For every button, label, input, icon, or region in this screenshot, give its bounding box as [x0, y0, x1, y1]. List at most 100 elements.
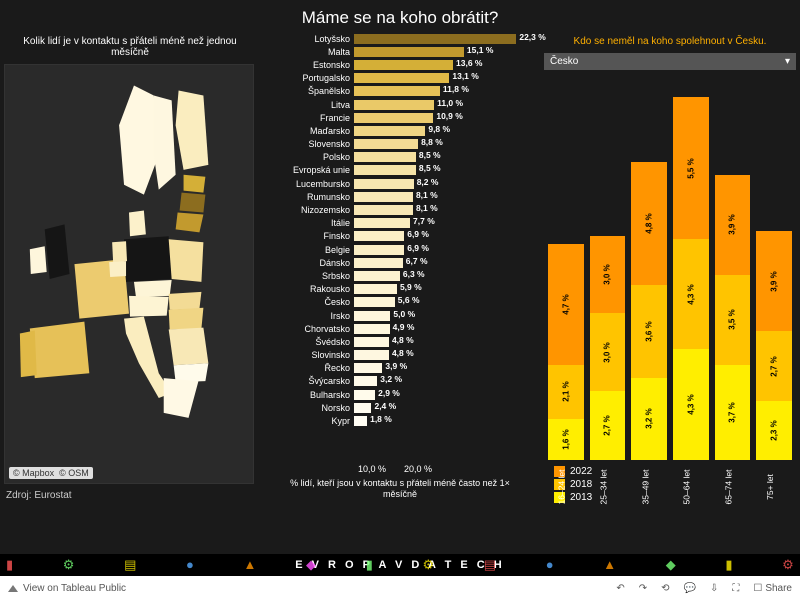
hbar-row[interactable]: Polsko8,5 %: [264, 151, 536, 164]
hbar-row[interactable]: Lucembursko 8,2 %: [264, 177, 536, 190]
hbar-label: Švýcarsko: [264, 376, 354, 386]
dropdown-value: Česko: [550, 56, 578, 67]
stacked-category-label: 50–64 let: [682, 470, 700, 505]
footer-deco-icon: ●: [546, 557, 554, 573]
legend-item[interactable]: 2018: [554, 479, 796, 490]
stacked-bar[interactable]: 3,7 %3,5 %3,9 %: [715, 76, 751, 460]
hbar-value: 5,6 %: [398, 295, 420, 305]
hbar-row[interactable]: Malta 15,1 %: [264, 45, 536, 58]
hbar-row[interactable]: Portugalsko13,1 %: [264, 72, 536, 85]
hbar-row[interactable]: Estonsko13,6 %: [264, 58, 536, 71]
hbar-row[interactable]: Řecko3,9 %: [264, 362, 536, 375]
country-hungary[interactable]: [169, 308, 204, 330]
hbar-value: 2,4 %: [374, 401, 396, 411]
hbar-value: 15,1 %: [467, 45, 493, 55]
stacked-bar-chart[interactable]: 1,6 %2,1 %4,7 %2,7 %3,0 %3,0 %3,2 %3,6 %…: [544, 76, 796, 460]
country-dk[interactable]: [129, 211, 146, 237]
share-button[interactable]: ☐ Share: [753, 583, 792, 594]
hbar-row[interactable]: Irsko5,0 %: [264, 309, 536, 322]
country-dropdown[interactable]: Česko ▾: [544, 53, 796, 70]
europe-map[interactable]: © Mapbox © OSM: [4, 64, 254, 484]
hbar-row[interactable]: Švýcarsko3,2 %: [264, 375, 536, 388]
country-romania[interactable]: [169, 328, 209, 366]
legend-item[interactable]: 2022: [554, 466, 796, 477]
stacked-bar[interactable]: 2,7 %3,0 %3,0 %: [590, 76, 626, 460]
hbar-label: Maďarsko: [264, 126, 354, 136]
stacked-category-label: 16–24 let: [557, 470, 575, 505]
hbar-label: Malta: [264, 47, 354, 57]
country-slovakia[interactable]: [169, 292, 202, 310]
hbar-label: Belgie: [264, 245, 354, 255]
footer-deco-icon: ▲: [244, 557, 257, 573]
hbar-label: Řecko: [264, 363, 354, 373]
country-estonia[interactable]: [184, 175, 206, 193]
hbar-row[interactable]: Bulharsko2,9 %: [264, 388, 536, 401]
country-portugal[interactable]: [20, 331, 37, 378]
hbar-row[interactable]: Maďarsko9,8 %: [264, 124, 536, 137]
hbar-row[interactable]: Rakousko5,9 %: [264, 283, 536, 296]
tableau-toolbar: View on Tableau Public ↶ ↷ ⟲ 💬 ⇩ ⛶ ☐ Sha…: [0, 576, 800, 600]
country-bulgaria[interactable]: [174, 363, 209, 382]
hbar-row[interactable]: Švédsko4,8 %: [264, 335, 536, 348]
hbar-row[interactable]: Srbsko6,3 %: [264, 269, 536, 282]
country-czech[interactable]: [134, 280, 172, 297]
hbar-row[interactable]: Finsko6,9 %: [264, 230, 536, 243]
hbar-label: Srbsko: [264, 271, 354, 281]
hbar-row[interactable]: Dánsko6,7 %: [264, 256, 536, 269]
redo-icon[interactable]: ↷: [639, 583, 647, 594]
hbar-row[interactable]: Evropská unie8,5 %: [264, 164, 536, 177]
country-latvia[interactable]: [180, 193, 206, 213]
hbar-value: 8,2 %: [417, 177, 439, 187]
stacked-bar[interactable]: 1,6 %2,1 %4,7 %: [548, 76, 584, 460]
hbar-value: 8,5 %: [419, 150, 441, 160]
legend-item[interactable]: 2013: [554, 492, 796, 503]
hbar-row[interactable]: Chorvatsko4,9 %: [264, 322, 536, 335]
hbar-label: Česko: [264, 297, 354, 307]
hbar-row[interactable]: Itálie7,7 %: [264, 217, 536, 230]
hbar-row[interactable]: Česko 5,6 %: [264, 296, 536, 309]
hbar-label: Finsko: [264, 231, 354, 241]
hbar-row[interactable]: Rumunsko8,1 %: [264, 190, 536, 203]
hbar-row[interactable]: Španělsko11,8 %: [264, 85, 536, 98]
country-be[interactable]: [109, 261, 126, 277]
country-ireland[interactable]: [30, 246, 47, 274]
hbar-row[interactable]: Nizozemsko8,1 %: [264, 203, 536, 216]
undo-icon[interactable]: ↶: [616, 583, 624, 594]
stacked-bar[interactable]: 2,3 %2,7 %3,9 %: [756, 76, 792, 460]
hbar-row[interactable]: Kypr1,8 %: [264, 414, 536, 427]
download-icon[interactable]: ⇩: [710, 583, 718, 594]
stacked-bar[interactable]: 4,3 %4,3 %5,5 %: [673, 76, 709, 460]
country-germany[interactable]: [124, 236, 172, 282]
country-austria[interactable]: [129, 296, 169, 317]
hbar-row[interactable]: Litva11,0 %: [264, 98, 536, 111]
country-lithuania[interactable]: [176, 212, 204, 232]
stacked-column: Kdo se neměl na koho spolehnout v Česku.…: [540, 32, 800, 542]
stacked-bar[interactable]: 3,2 %3,6 %4,8 %: [631, 76, 667, 460]
hbar-value: 11,0 %: [437, 98, 463, 108]
horizontal-bar-chart[interactable]: Lotyšsko22,3 %Malta15,1 %Estonsko13,6 %P…: [264, 32, 536, 462]
country-poland[interactable]: [169, 239, 204, 282]
source-label: Zdroj: Eurostat: [4, 484, 256, 507]
footer-deco-icon: ▤: [484, 557, 496, 573]
hbar-row[interactable]: Belgie6,9 %: [264, 243, 536, 256]
fullscreen-icon[interactable]: ⛶: [732, 583, 739, 594]
hbar-label: Nizozemsko: [264, 205, 354, 215]
footer-deco-icon: ●: [186, 557, 194, 573]
hbar-row[interactable]: Norsko 2,4 %: [264, 401, 536, 414]
hbar-label: Lucembursko: [264, 179, 354, 189]
hbar-row[interactable]: Slovinsko4,8 %: [264, 349, 536, 362]
stacked-title: Kdo se neměl na koho spolehnout v Česku.: [544, 32, 796, 53]
hbar-label: Francie: [264, 113, 354, 123]
page-title: Máme se na koho obrátit?: [0, 0, 800, 32]
hbar-row[interactable]: Slovensko8,8 %: [264, 138, 536, 151]
country-spain[interactable]: [30, 322, 90, 379]
hbar-label: Norsko: [264, 403, 354, 413]
hbar-row[interactable]: Lotyšsko22,3 %: [264, 32, 536, 45]
legend: 2022 2018 2013: [554, 466, 796, 503]
reset-icon[interactable]: ⟲: [661, 583, 669, 594]
footer-deco-icon: ⚙: [782, 557, 794, 573]
hbar-row[interactable]: Francie10,9 %: [264, 111, 536, 124]
country-nl[interactable]: [112, 241, 127, 262]
comment-icon[interactable]: 💬: [684, 583, 696, 594]
view-on-tableau-link[interactable]: View on Tableau Public: [8, 583, 126, 594]
